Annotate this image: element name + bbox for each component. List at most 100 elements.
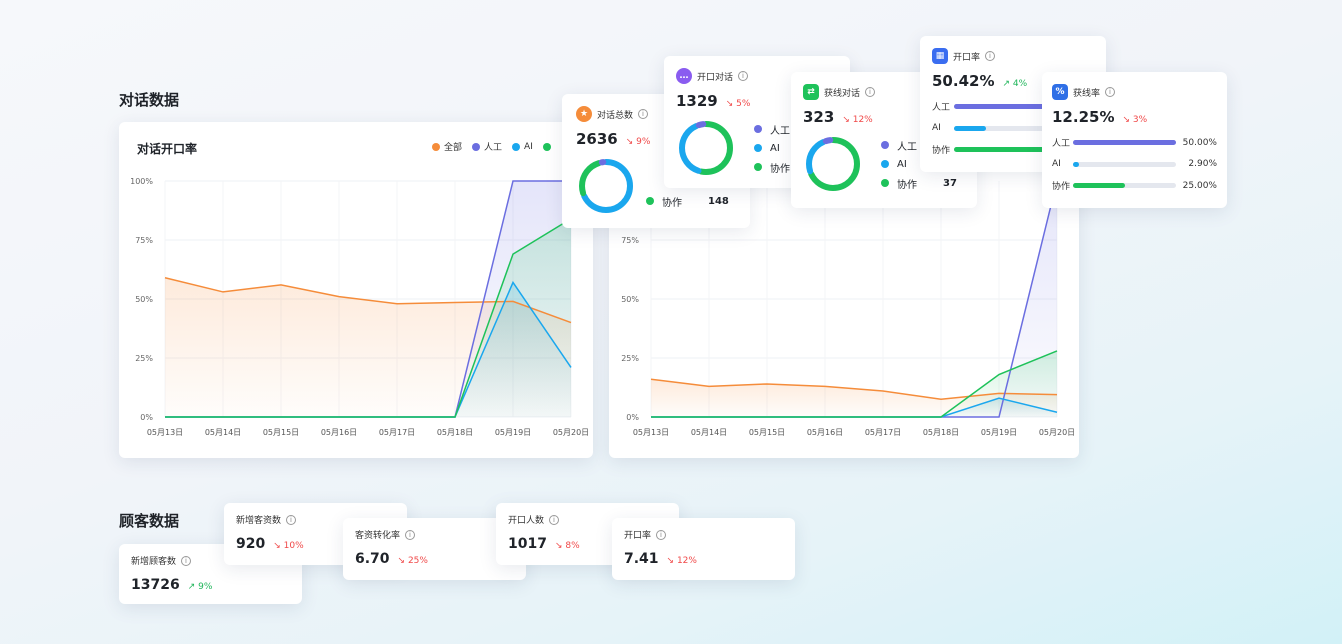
info-icon[interactable]: i	[865, 87, 876, 97]
trend-badge: ↗ 4%	[1002, 79, 1028, 89]
info-icon[interactable]: i	[181, 555, 192, 566]
bar-track	[954, 147, 1060, 152]
chat-icon: …	[676, 68, 692, 84]
bar-list: 人工 AI 协作	[932, 100, 1094, 156]
legend-label: AI	[897, 158, 907, 170]
x-tick-label: 05月16日	[807, 428, 843, 437]
section-title-conversation: 对话数据	[119, 91, 180, 109]
legend-dot	[754, 144, 762, 152]
x-tick-label: 05月17日	[865, 428, 901, 437]
bar-percent: 25.00%	[1182, 180, 1217, 191]
bar-track	[1073, 183, 1177, 188]
bar-row: 协作 25.00%	[1052, 179, 1217, 193]
line-chart-right: 75% 50% 25% 0% 05月13日 05月14日 05月15日 05月16日 05月17…	[621, 180, 1075, 437]
legend-dot	[472, 142, 481, 151]
donut-segment	[806, 137, 860, 191]
bar-row: AI 2.90%	[1052, 159, 1217, 169]
y-tick-label: 50%	[135, 295, 153, 304]
customer-value: 920	[236, 536, 266, 552]
bar-label: 人工	[932, 103, 951, 113]
customer-card-open-rate: 开口率 i 7.41 ↘ 12%	[612, 518, 795, 580]
legend-dot	[754, 125, 762, 133]
x-tick-label: 05月20日	[1039, 428, 1075, 437]
info-icon[interactable]: i	[656, 529, 667, 540]
bar-label: 协作	[1052, 182, 1071, 192]
bar-fill	[1073, 140, 1177, 145]
legend-item-human[interactable]: 人工	[472, 140, 502, 153]
x-tick-label: 05月19日	[981, 428, 1017, 437]
customer-value: 6.70	[355, 551, 390, 567]
legend-label: 人工	[484, 143, 503, 153]
info-icon[interactable]: i	[738, 71, 749, 81]
customer-value: 13726	[131, 577, 180, 593]
info-icon[interactable]: i	[1105, 87, 1116, 97]
bar-track	[1073, 161, 1177, 167]
legend-dot	[754, 163, 762, 171]
legend-dot	[881, 179, 889, 187]
y-tick-label: 75%	[135, 236, 153, 245]
kpi-value: 2636	[576, 130, 618, 148]
kpi-value: 12.25%	[1052, 108, 1115, 126]
series-line	[651, 350, 1058, 418]
bar-row: 协作	[932, 143, 1094, 156]
bar-row: 人工	[932, 100, 1094, 113]
donut-segment	[579, 159, 633, 213]
bar-label: AI	[1052, 159, 1061, 169]
legend-dot	[512, 142, 521, 151]
building-icon: ▦	[932, 48, 948, 64]
trend-badge: ↗ 9%	[187, 582, 213, 592]
x-tick-label: 05月18日	[923, 428, 959, 437]
bar-fill	[1073, 161, 1080, 167]
info-icon[interactable]: i	[985, 51, 996, 61]
legend-dot	[881, 160, 889, 168]
bar-percent: 2.90%	[1188, 159, 1217, 169]
kpi-label: 开口率	[953, 52, 981, 63]
y-tick-label: 75%	[621, 236, 639, 245]
donut-segment	[679, 121, 733, 175]
kpi-label: 获线对话	[824, 88, 861, 99]
y-tick-label: 25%	[621, 354, 639, 363]
x-tick-label: 05月15日	[749, 428, 785, 437]
customer-label: 客资转化率	[355, 531, 401, 541]
bar-label: 协作	[932, 146, 951, 156]
legend-item-all[interactable]: 全部	[432, 140, 462, 153]
y-tick-label: 0%	[626, 413, 639, 422]
section-title-customer: 顾客数据	[119, 512, 180, 530]
info-icon[interactable]: i	[405, 529, 416, 540]
kpi-label: 开口对话	[697, 72, 734, 83]
info-icon[interactable]: i	[549, 514, 560, 525]
trend-badge: ↘ 25%	[397, 556, 428, 566]
legend-label: AI	[770, 142, 780, 154]
bar-track	[954, 125, 1060, 131]
customer-card-conversion: 客资转化率 i 6.70 ↘ 25%	[343, 518, 526, 580]
legend-dot	[432, 142, 440, 151]
donut-chart	[806, 137, 860, 191]
trend-badge: ↘ 12%	[666, 556, 697, 566]
legend-label: 协作	[770, 163, 790, 175]
bar-label: 人工	[1052, 139, 1071, 149]
lead-icon: ⇄	[803, 84, 819, 100]
x-tick-label: 05月14日	[205, 428, 241, 437]
kpi-value: 323	[803, 108, 835, 126]
legend-value: 37	[943, 177, 957, 189]
trend-badge: ↘ 3%	[1122, 115, 1148, 125]
kpi-card-lead-rate: % 获线率 i 12.25% ↘ 3% 人工 50.00% AI 2.90% 协作 2…	[1042, 72, 1227, 208]
legend-item-collab[interactable]	[542, 140, 551, 153]
bar-percent: 50.00%	[1182, 137, 1217, 148]
chart-title: 对话开口率	[137, 142, 198, 156]
y-tick-label: 50%	[621, 295, 639, 304]
line-chart-left: 100% 75% 50% 25% 0% 05月13日 05月14日 05月15日 05月16日 0…	[130, 177, 589, 437]
trend-badge: ↘ 12%	[842, 115, 873, 125]
x-tick-label: 05月13日	[147, 428, 183, 437]
bar-label: AI	[932, 123, 941, 133]
info-icon[interactable]: i	[286, 514, 297, 525]
legend-label: 协作	[897, 179, 917, 191]
x-tick-label: 05月13日	[633, 428, 669, 437]
legend-item-ai[interactable]: AI	[512, 140, 533, 153]
percent-icon: %	[1052, 84, 1068, 100]
x-tick-label: 05月19日	[495, 428, 531, 437]
info-icon[interactable]: i	[638, 109, 649, 119]
legend-label: AI	[524, 141, 533, 152]
trend-badge: ↘ 8%	[554, 541, 580, 551]
x-tick-label: 05月17日	[379, 428, 415, 437]
